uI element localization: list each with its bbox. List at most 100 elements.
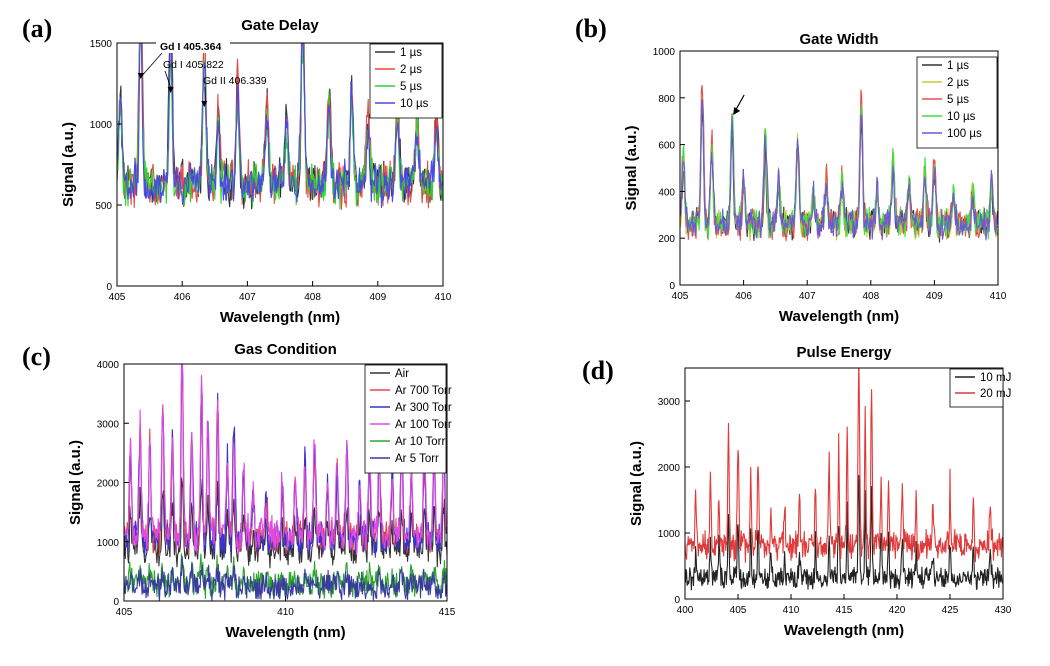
annotation-arrowhead — [167, 87, 174, 93]
annotation-label: Gd II 406.339 — [203, 75, 267, 87]
x-tick-label: 408 — [304, 292, 321, 303]
legend: 10 mJ 20 mJ — [949, 368, 1011, 408]
x-tick-label: 410 — [277, 607, 294, 618]
series-line-6 — [124, 555, 447, 601]
y-tick-label: 3000 — [97, 419, 120, 430]
y-tick-label: 2000 — [658, 463, 681, 474]
annotation-label: Gd I 405.364 — [160, 41, 221, 53]
legend-entry: Ar 5 Torr — [395, 453, 439, 465]
x-axis-label: Wavelength (nm) — [779, 308, 899, 325]
y-tick-label: 1500 — [90, 39, 113, 50]
x-axis-label: Wavelength (nm) — [225, 624, 345, 641]
x-tick-label: 409 — [926, 291, 943, 302]
y-tick-label: 1000 — [90, 120, 113, 131]
y-tick-label: 500 — [95, 201, 112, 212]
x-axis-label: Wavelength (nm) — [784, 622, 904, 639]
legend: 1 µs 2 µs 5 µs 10 µs 100 µs — [916, 56, 998, 149]
legend: 1 µs 2 µs 5 µs 10 µs — [369, 43, 443, 119]
y-tick-label: 1000 — [653, 47, 676, 58]
legend-entry: 20 mJ — [980, 388, 1011, 400]
x-tick-label: 410 — [435, 292, 452, 303]
chart-title: Gate Width — [799, 31, 878, 48]
x-tick-label: 420 — [889, 605, 906, 616]
x-tick-label: 405 — [730, 605, 747, 616]
y-tick-label: 800 — [658, 94, 675, 105]
y-axis-label: Signal (a.u.) — [628, 441, 645, 526]
legend-entry: 2 µs — [400, 64, 422, 76]
series-group — [680, 84, 998, 243]
y-tick-label: 400 — [658, 187, 675, 198]
y-tick-label: 1000 — [658, 529, 681, 540]
series-group — [685, 368, 1003, 591]
legend-entry: Ar 700 Torr — [395, 385, 452, 397]
x-tick-label: 405 — [116, 607, 133, 618]
panel-letter-d: (d) — [582, 356, 614, 385]
legend-entry: Air — [395, 368, 409, 380]
annotation-label: Gd I 405.822 — [163, 59, 224, 71]
legend-entry: 5 µs — [400, 81, 422, 93]
x-tick-label: 407 — [799, 291, 816, 302]
annotation-arrowhead — [137, 73, 144, 79]
y-axis-label: Signal (a.u.) — [67, 440, 84, 525]
y-tick-label: 1000 — [97, 538, 120, 549]
legend-box — [369, 43, 443, 119]
x-tick-label: 430 — [995, 605, 1012, 616]
y-tick-label: 2000 — [97, 479, 120, 490]
annotation-bg — [156, 40, 230, 53]
series-line-4 — [124, 364, 447, 556]
legend-entry: 2 µs — [947, 77, 969, 89]
legend: Air Ar 700 Torr Ar 300 Torr Ar 100 Torr Ar 1… — [364, 364, 452, 474]
legend-box — [364, 364, 447, 474]
plot-frame — [116, 42, 444, 287]
x-tick-label: 405 — [672, 291, 689, 302]
y-axis-label: Signal (a.u.) — [623, 125, 640, 210]
y-axis-label: Signal (a.u.) — [60, 122, 77, 207]
legend-entry: Ar 300 Torr — [395, 402, 452, 414]
legend-entry: 10 µs — [947, 111, 976, 123]
legend-entry: 1 µs — [400, 47, 422, 59]
y-tick-label: 0 — [113, 597, 119, 608]
series-line-4 — [680, 97, 998, 241]
y-tick-label: 0 — [106, 282, 112, 293]
series-group — [124, 364, 447, 601]
peak-arrow — [734, 94, 745, 112]
panel-letter-b: (b) — [575, 14, 607, 43]
legend-entry: 10 mJ — [980, 372, 1011, 384]
chart-panel-1: 405 406 407 408 409 410 0 500 1000 1500 Gate Delay… — [60, 17, 452, 326]
x-tick-label: 400 — [677, 605, 694, 616]
x-tick-label: 406 — [174, 292, 191, 303]
x-tick-label: 415 — [836, 605, 853, 616]
legend-entry: Ar 10 Torr — [395, 436, 445, 448]
x-tick-label: 409 — [369, 292, 386, 303]
y-tick-label: 200 — [658, 234, 675, 245]
x-axis-label: Wavelength (nm) — [220, 309, 340, 326]
panel-letter-c: (c) — [22, 342, 51, 371]
legend-box — [949, 368, 1004, 408]
legend-entry: 1 µs — [947, 60, 969, 72]
series-line-2 — [685, 368, 1003, 563]
series-line-1 — [124, 477, 447, 569]
chart-panel-2: 405 406 407 408 409 410 0 200 400 600 800 1000 Gate … — [623, 31, 1007, 325]
x-tick-label: 425 — [942, 605, 959, 616]
series-line-5 — [680, 98, 998, 241]
chart-title: Gas Condition — [234, 341, 337, 358]
y-tick-label: 3000 — [658, 397, 681, 408]
x-tick-label: 408 — [862, 291, 879, 302]
series-line-1 — [685, 474, 1003, 591]
annotation-leader — [164, 70, 172, 91]
chart-title: Gate Delay — [241, 17, 319, 34]
peak-arrowhead — [733, 107, 741, 115]
y-tick-label: 4000 — [97, 360, 120, 371]
annotation-leader — [141, 52, 163, 77]
legend-entry: 10 µs — [400, 98, 429, 110]
plot-frame — [679, 50, 999, 286]
x-tick-label: 415 — [439, 607, 456, 618]
chart-panel-3: 405 410 415 0 1000 2000 3000 4000 Gas Condition W… — [67, 341, 456, 641]
x-tick-label: 406 — [735, 291, 752, 302]
chart-title: Pulse Energy — [796, 344, 892, 361]
annotation-arrowhead — [201, 101, 208, 107]
x-tick-label: 410 — [990, 291, 1007, 302]
chart-panel-4: 400 405 410 415 420 425 430 0 1000 2000 3000 Pulse … — [628, 344, 1012, 639]
panel-letter-a: (a) — [22, 14, 53, 43]
